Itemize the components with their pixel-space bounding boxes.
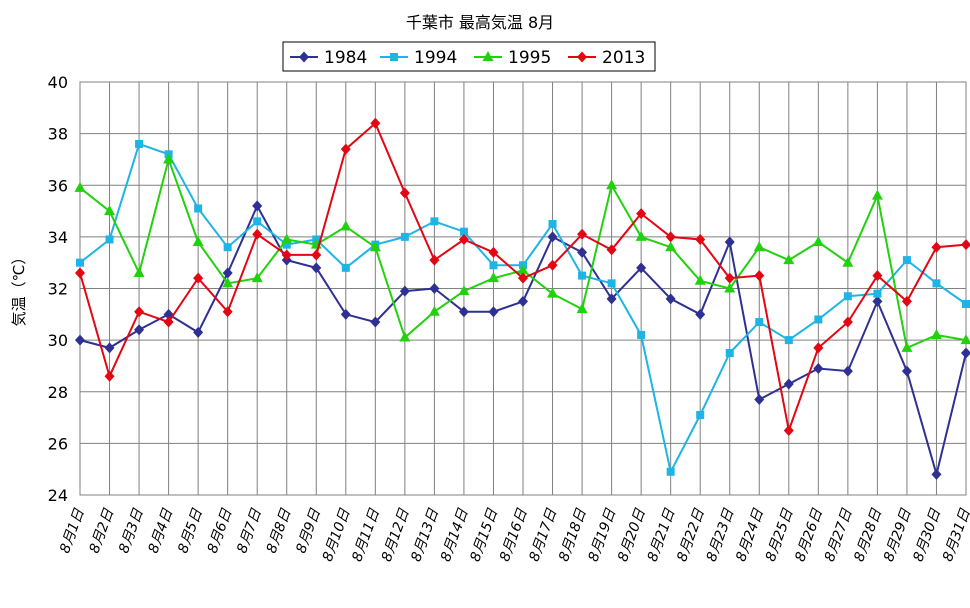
data-point-marker [844, 292, 852, 300]
x-tick-label: 8月23日 [704, 506, 738, 564]
data-point-marker [696, 411, 704, 419]
x-tick-label: 8月12日 [379, 506, 413, 564]
x-tick-label: 8月1日 [57, 506, 88, 555]
y-tick-label: 32 [48, 280, 68, 299]
y-axis-tick-labels: 24 26 28 30 32 34 36 38 40 [48, 73, 68, 505]
data-point-marker [342, 264, 350, 272]
data-point-marker [106, 235, 114, 243]
data-point-marker [814, 315, 822, 323]
data-point-marker [390, 53, 398, 61]
x-tick-label: 8月8日 [264, 506, 295, 555]
y-tick-label: 24 [48, 486, 68, 505]
x-tick-label: 8月10日 [320, 506, 354, 564]
x-tick-label: 8月2日 [87, 506, 118, 555]
y-axis-label: 気温（℃） [10, 250, 28, 327]
x-tick-label: 8月13日 [408, 506, 442, 564]
data-point-marker [224, 243, 232, 251]
data-point-marker [489, 261, 497, 269]
y-tick-label: 38 [48, 125, 68, 144]
data-point-marker [932, 279, 940, 287]
data-point-marker [755, 318, 763, 326]
x-tick-label: 8月18日 [556, 506, 590, 564]
y-tick-label: 34 [48, 228, 68, 247]
x-tick-label: 8月30日 [910, 506, 944, 564]
data-point-marker [401, 233, 409, 241]
x-tick-label: 8月29日 [881, 506, 915, 564]
x-tick-label: 8月25日 [763, 506, 797, 564]
data-point-marker [253, 217, 261, 225]
x-tick-label: 8月16日 [497, 506, 531, 564]
data-point-marker [578, 272, 586, 280]
x-tick-label: 8月15日 [467, 506, 501, 564]
data-point-marker [430, 217, 438, 225]
legend: 1984 1994 1995 2013 [283, 42, 655, 71]
data-point-marker [549, 220, 557, 228]
x-tick-label: 8月19日 [586, 506, 620, 564]
data-point-marker [785, 336, 793, 344]
data-point-marker [903, 256, 911, 264]
x-tick-label: 8月22日 [674, 506, 708, 564]
data-point-marker [873, 290, 881, 298]
x-tick-label: 8月27日 [822, 506, 856, 564]
data-point-marker [135, 140, 143, 148]
x-tick-label: 8月26日 [792, 506, 826, 564]
y-tick-label: 36 [48, 176, 68, 195]
legend-label: 2013 [602, 48, 645, 68]
x-tick-label: 8月31日 [940, 506, 970, 564]
data-point-marker [76, 259, 84, 267]
x-tick-label: 8月9日 [293, 506, 324, 555]
x-tick-label: 8月28日 [851, 506, 885, 564]
x-tick-label: 8月20日 [615, 506, 649, 564]
y-tick-label: 30 [48, 331, 68, 350]
x-tick-label: 8月24日 [733, 506, 767, 564]
data-point-marker [194, 204, 202, 212]
x-tick-label: 8月21日 [645, 506, 679, 564]
x-tick-label: 8月14日 [438, 506, 472, 564]
data-point-marker [608, 279, 616, 287]
chart-title: 千葉市 最高気温 8月 [406, 13, 554, 32]
y-tick-label: 28 [48, 383, 68, 402]
y-tick-label: 26 [48, 434, 68, 453]
legend-label: 1984 [324, 48, 367, 68]
legend-label: 1994 [414, 48, 457, 68]
data-point-marker [667, 468, 675, 476]
x-tick-label: 8月3日 [116, 506, 147, 555]
data-point-marker [962, 300, 970, 308]
x-tick-label: 8月11日 [349, 506, 383, 564]
x-tick-label: 8月7日 [234, 506, 265, 555]
y-tick-label: 40 [48, 73, 68, 92]
data-point-marker [637, 331, 645, 339]
x-axis-tick-labels: 8月1日8月2日8月3日8月4日8月5日8月6日8月7日8月8日8月9日8月10… [57, 506, 970, 564]
legend-label: 1995 [508, 48, 551, 68]
x-tick-label: 8月5日 [175, 506, 206, 555]
x-tick-label: 8月6日 [205, 506, 236, 555]
data-point-marker [726, 349, 734, 357]
x-tick-label: 8月17日 [527, 506, 561, 564]
x-tick-label: 8月4日 [146, 506, 177, 555]
